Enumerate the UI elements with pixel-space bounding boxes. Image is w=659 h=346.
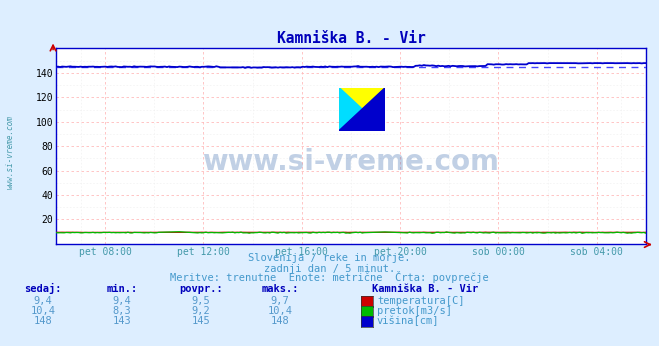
Text: 9,5: 9,5: [192, 296, 210, 306]
Text: 148: 148: [34, 316, 52, 326]
Text: 9,7: 9,7: [271, 296, 289, 306]
Text: Kamniška B. - Vir: Kamniška B. - Vir: [372, 284, 478, 294]
Text: 143: 143: [113, 316, 131, 326]
Text: maks.:: maks.:: [262, 284, 299, 294]
Text: 145: 145: [192, 316, 210, 326]
Text: min.:: min.:: [106, 284, 138, 294]
Text: zadnji dan / 5 minut.: zadnji dan / 5 minut.: [264, 264, 395, 274]
Text: 9,2: 9,2: [192, 306, 210, 316]
Polygon shape: [339, 88, 386, 130]
Text: 8,3: 8,3: [113, 306, 131, 316]
Polygon shape: [339, 88, 386, 130]
Text: povpr.:: povpr.:: [179, 284, 223, 294]
Text: temperatura[C]: temperatura[C]: [377, 296, 465, 306]
Text: pretok[m3/s]: pretok[m3/s]: [377, 306, 452, 316]
Text: www.si-vreme.com: www.si-vreme.com: [5, 115, 14, 189]
Text: 9,4: 9,4: [113, 296, 131, 306]
Text: 148: 148: [271, 316, 289, 326]
Text: sedaj:: sedaj:: [24, 283, 61, 294]
Text: 10,4: 10,4: [268, 306, 293, 316]
Text: Slovenija / reke in morje.: Slovenija / reke in morje.: [248, 253, 411, 263]
Text: Meritve: trenutne  Enote: metrične  Črta: povprečje: Meritve: trenutne Enote: metrične Črta: …: [170, 271, 489, 283]
Polygon shape: [339, 88, 386, 130]
Title: Kamniška B. - Vir: Kamniška B. - Vir: [277, 31, 425, 46]
Text: 9,4: 9,4: [34, 296, 52, 306]
Text: višina[cm]: višina[cm]: [377, 316, 440, 326]
Text: www.si-vreme.com: www.si-vreme.com: [202, 148, 500, 176]
Text: 10,4: 10,4: [30, 306, 55, 316]
